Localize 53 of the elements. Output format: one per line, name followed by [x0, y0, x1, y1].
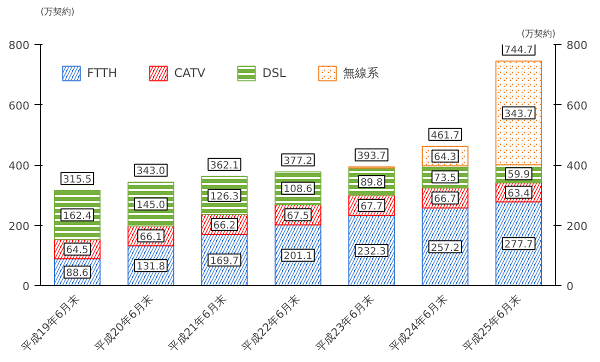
- legend-label: FTTH: [87, 66, 118, 80]
- x-tick-label: 平成22年6月末: [240, 292, 303, 355]
- data-label: 257.2: [430, 242, 460, 254]
- data-label: 63.4: [508, 188, 530, 200]
- x-tick-label: 平成23年6月末: [313, 292, 376, 355]
- legend-label: 無線系: [342, 64, 379, 82]
- total-label: 461.7: [430, 130, 460, 142]
- y-tick-label: 400: [8, 160, 30, 172]
- y-tick-label: 200: [8, 220, 30, 233]
- data-label: 343.7: [504, 108, 534, 120]
- y-axis-title: (万契約): [40, 6, 75, 18]
- x-tick-label: 平成24年6月末: [386, 292, 450, 355]
- total-label: 377.2: [284, 156, 312, 167]
- x-tick-label: 平成19年6月末: [18, 292, 82, 355]
- data-label: 64.5: [66, 245, 88, 256]
- data-label: 59.9: [508, 170, 530, 181]
- data-label: 67.7: [360, 201, 383, 212]
- y2-tick-label: 800: [566, 39, 588, 52]
- y2-tick-label: 400: [566, 160, 588, 172]
- data-label: 126.3: [210, 191, 239, 202]
- data-label: 162.4: [62, 210, 92, 222]
- legend-label: DSL: [262, 66, 286, 80]
- x-tick-label: 平成20年6月末: [92, 292, 156, 355]
- y-tick-label: 800: [8, 39, 30, 52]
- legend-label: CATV: [174, 66, 206, 80]
- data-label: 145.0: [136, 200, 166, 212]
- data-label: 201.1: [284, 251, 312, 262]
- data-label: 67.5: [286, 210, 310, 222]
- y2-tick-label: 200: [566, 220, 588, 233]
- data-label: 73.5: [434, 172, 456, 184]
- data-label: 232.3: [357, 246, 386, 258]
- data-label: 66.1: [140, 232, 162, 243]
- total-label: 343.0: [136, 166, 166, 178]
- total-label: 744.7: [504, 45, 534, 56]
- x-tick-label: 平成25年6月末: [460, 292, 524, 355]
- y2-tick-label: 600: [566, 99, 588, 112]
- data-label: 64.3: [434, 152, 456, 164]
- total-label: 315.5: [62, 174, 92, 186]
- data-label: 131.8: [136, 262, 166, 273]
- data-label: 66.2: [213, 220, 236, 232]
- y-tick-label: 600: [8, 99, 30, 112]
- data-label: 66.7: [434, 194, 456, 205]
- x-tick-label: 平成21年6月末: [166, 292, 230, 355]
- y-tick-label: 0: [22, 280, 30, 293]
- total-label: 393.7: [357, 150, 386, 162]
- y2-tick-label: 0: [566, 280, 574, 293]
- data-label: 277.7: [504, 240, 534, 251]
- data-label: 89.8: [360, 178, 383, 189]
- y2-axis-title: (万契約): [521, 28, 556, 40]
- data-label: 88.6: [66, 268, 88, 280]
- data-label: 108.6: [284, 184, 312, 196]
- total-label: 362.1: [210, 160, 239, 172]
- data-label: 169.7: [210, 256, 239, 267]
